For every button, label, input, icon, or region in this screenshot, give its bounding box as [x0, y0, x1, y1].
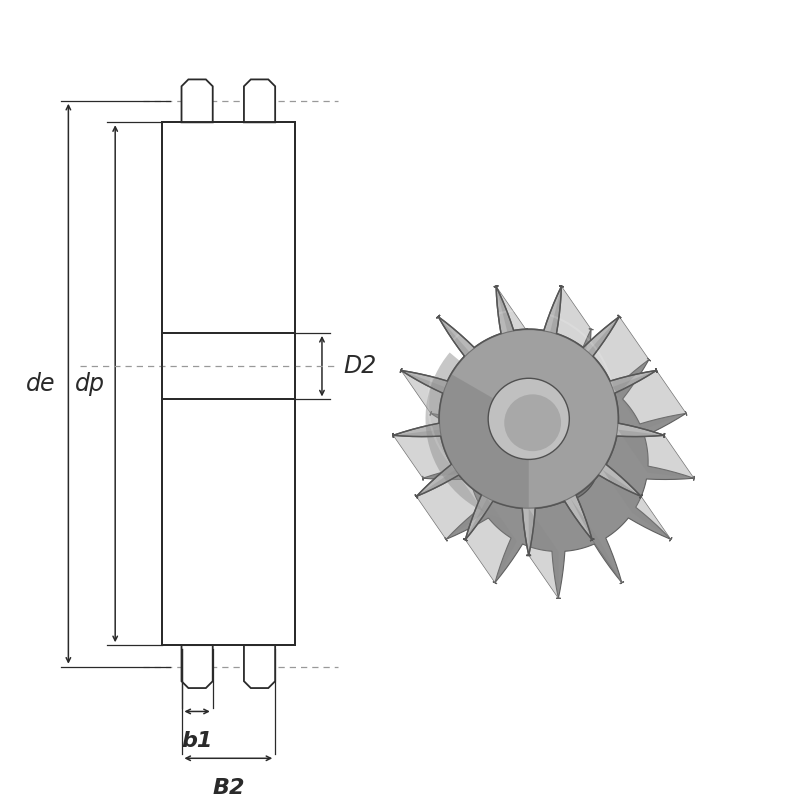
Wedge shape [439, 374, 529, 508]
Polygon shape [182, 79, 213, 122]
Circle shape [439, 330, 618, 508]
Text: D2: D2 [344, 354, 377, 378]
Text: B2: B2 [212, 778, 245, 798]
Polygon shape [244, 645, 275, 688]
Text: de: de [26, 372, 56, 396]
Text: dp: dp [75, 372, 106, 396]
Circle shape [488, 378, 570, 459]
Polygon shape [393, 286, 665, 555]
Polygon shape [529, 509, 558, 598]
Polygon shape [618, 430, 694, 478]
Polygon shape [438, 317, 499, 394]
Bar [162, 399, 294, 645]
Polygon shape [182, 645, 213, 688]
Text: b1: b1 [182, 731, 213, 751]
Polygon shape [422, 329, 694, 598]
Polygon shape [570, 498, 622, 582]
Bar [162, 333, 294, 399]
Polygon shape [244, 79, 275, 122]
Bar [162, 122, 294, 333]
Polygon shape [401, 370, 474, 430]
Polygon shape [393, 430, 470, 478]
Polygon shape [613, 370, 686, 430]
Circle shape [504, 394, 561, 451]
Polygon shape [588, 317, 649, 394]
Polygon shape [602, 470, 670, 539]
Circle shape [518, 421, 599, 502]
Polygon shape [466, 498, 517, 582]
Polygon shape [496, 286, 537, 374]
Wedge shape [533, 337, 612, 483]
Wedge shape [426, 353, 529, 521]
Polygon shape [416, 470, 485, 539]
Polygon shape [550, 286, 591, 374]
